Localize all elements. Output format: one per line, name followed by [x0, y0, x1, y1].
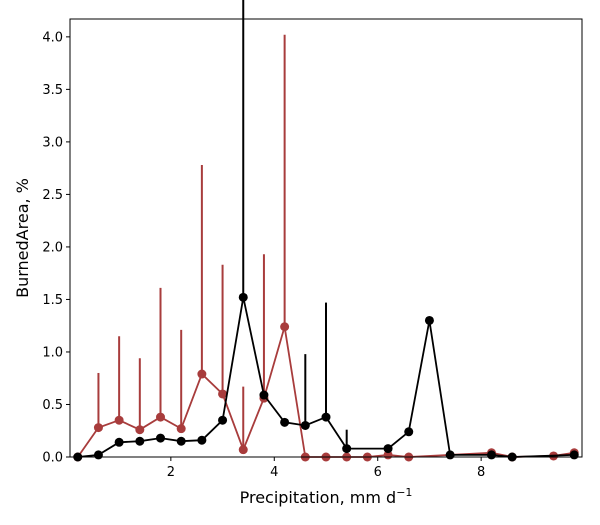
data-point [218, 415, 228, 425]
data-point [197, 435, 207, 445]
data-point [93, 423, 103, 433]
x-axis-label: Precipitation, mm d−1 [240, 486, 413, 507]
data-point [176, 424, 186, 434]
data-point [445, 450, 455, 460]
data-point [114, 415, 124, 425]
y-tick-label: 0.5 [42, 398, 63, 413]
axes-frame [69, 18, 583, 458]
y-tick-label: 2.5 [42, 188, 63, 203]
data-point [300, 420, 310, 430]
data-point [342, 444, 352, 454]
data-point [176, 436, 186, 446]
data-point [93, 450, 103, 460]
x-tick-label: 6 [374, 465, 382, 480]
data-point [321, 412, 331, 422]
data-point [197, 369, 207, 379]
data-point [424, 315, 434, 325]
data-point [383, 444, 393, 454]
data-point [238, 445, 248, 455]
data-point [404, 427, 414, 437]
data-point [156, 412, 166, 422]
y-tick-label: 3.5 [42, 83, 63, 98]
y-axis-label: BurnedArea, % [13, 178, 32, 298]
y-tick-label: 1.5 [42, 293, 63, 308]
data-point [486, 450, 496, 460]
data-point [238, 292, 248, 302]
x-tick-label: 2 [167, 465, 175, 480]
data-point [569, 450, 579, 460]
x-ticks: 2 4 6 8 [167, 457, 485, 480]
data-point [156, 433, 166, 443]
x-tick-label: 4 [270, 465, 278, 480]
data-point [135, 425, 145, 435]
y-ticks: 0.0 0.5 1.0 1.5 2.0 2.5 3.0 3.5 4.0 [42, 30, 70, 466]
data-point [259, 390, 269, 400]
x-axis-label-superscript: −1 [396, 486, 412, 499]
y-tick-label: 4.0 [42, 30, 63, 45]
data-point [280, 417, 290, 427]
plot-area [73, 0, 579, 462]
data-point [114, 437, 124, 447]
data-point [135, 436, 145, 446]
x-tick-label: 8 [477, 465, 485, 480]
y-tick-label: 1.0 [42, 345, 63, 360]
y-tick-label: 3.0 [42, 135, 63, 150]
data-point [280, 322, 290, 332]
x-axis-label-text: Precipitation, mm d [240, 488, 397, 507]
series-2 [73, 0, 579, 462]
y-tick-label: 0.0 [42, 451, 63, 466]
y-tick-label: 2.0 [42, 240, 63, 255]
data-point [218, 389, 228, 399]
